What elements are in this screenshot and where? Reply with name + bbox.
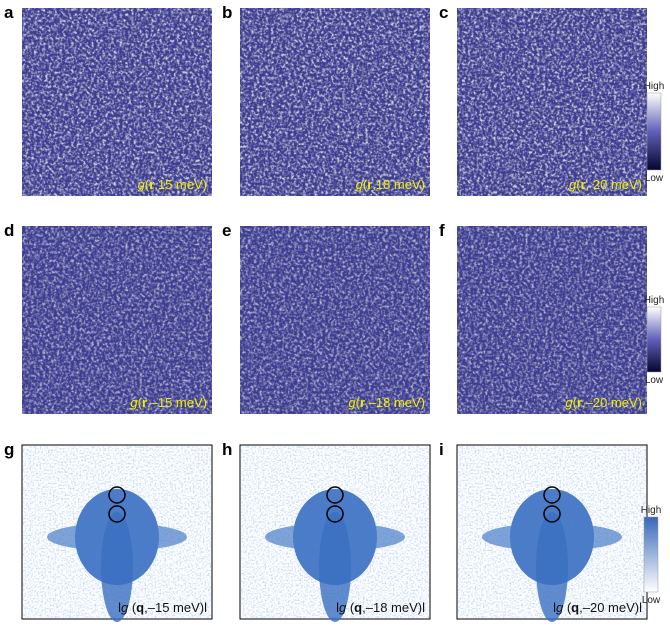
colorbar-high: High: [644, 81, 665, 92]
panel: i lg (q,–20 meV)l: [439, 440, 648, 622]
panel: f g(r,–20 meV): [439, 221, 647, 414]
caption-part: (: [356, 395, 361, 410]
panel: e g(r,–18 meV): [222, 221, 430, 414]
panel-letter: h: [222, 440, 232, 459]
panel: d g(r,–15 meV): [4, 221, 212, 414]
caption-part: r: [142, 395, 147, 410]
panel-letter: f: [439, 221, 445, 240]
caption-part: (: [363, 177, 368, 192]
panel-caption: g(r, 20 meV): [569, 177, 642, 192]
caption-part: (: [145, 177, 150, 192]
caption-part: (: [576, 177, 581, 192]
caption-part: ,15 meV): [154, 177, 207, 192]
peak-circle: [108, 505, 126, 523]
map-texture-dark: [240, 226, 430, 414]
panel-letter: c: [439, 3, 448, 22]
caption-part: r: [360, 395, 365, 410]
caption-part: (: [563, 600, 572, 615]
colorbar-low: Low: [642, 595, 661, 606]
caption-part: ,–18 meV): [365, 395, 425, 410]
panel-letter: g: [4, 440, 14, 459]
panel: h lg (q,–18 meV)l: [222, 440, 431, 622]
caption-part: , 20 meV): [586, 177, 642, 192]
map-texture-dark: [457, 8, 647, 196]
caption-part: g: [130, 395, 138, 410]
panel-caption: lg (q,–15 meV)l: [118, 600, 207, 615]
caption-part: q: [571, 600, 579, 615]
caption-part: g: [121, 600, 129, 615]
caption-part: l: [118, 600, 121, 615]
caption-part: q: [354, 600, 362, 615]
peak-circle: [326, 486, 344, 504]
fft-center: [319, 512, 351, 622]
panel-letter: e: [222, 221, 231, 240]
panel-caption: lg (q,–20 meV)l: [553, 600, 642, 615]
colorbar-low: Low: [645, 173, 664, 184]
colorbar-low: Low: [645, 375, 664, 386]
panel-caption: g(r,–18 meV): [348, 395, 425, 410]
colorbar-bar: [646, 92, 662, 171]
caption-part: (: [573, 395, 578, 410]
caption-part: r: [367, 177, 372, 192]
panel-caption: g(r,15 meV): [138, 177, 207, 192]
caption-part: r: [581, 177, 586, 192]
caption-part: g: [348, 395, 356, 410]
caption-part: (: [138, 395, 143, 410]
map-texture-dark: [22, 8, 212, 196]
caption-part: g: [138, 177, 146, 192]
colorbar-high: High: [644, 295, 665, 306]
caption-part: r: [149, 177, 154, 192]
panel: c g(r, 20 meV): [439, 3, 647, 196]
panel: glg (q,–15 meV)l: [4, 440, 213, 622]
peak-circle: [543, 505, 561, 523]
map-texture-dark: [22, 226, 212, 414]
caption-part: ,–15 meV)l: [144, 600, 207, 615]
caption-part: ,–20 meV): [582, 395, 642, 410]
panel-letter: i: [439, 440, 444, 459]
caption-part: l: [553, 600, 556, 615]
map-texture-dark: [240, 8, 430, 196]
colorbar-high: High: [641, 505, 662, 516]
caption-part: l: [336, 600, 339, 615]
caption-part: g: [356, 177, 364, 192]
colorbar: High Low: [644, 295, 665, 386]
peak-circle: [543, 486, 561, 504]
caption-part: ,–20 meV)l: [579, 600, 642, 615]
panel-caption: g(r,18 meV): [356, 177, 425, 192]
caption-part: ,18 meV): [372, 177, 425, 192]
caption-part: (: [128, 600, 137, 615]
caption-part: g: [569, 177, 577, 192]
caption-part: q: [136, 600, 144, 615]
colorbar-bar: [643, 516, 659, 593]
caption-part: ,–15 meV): [147, 395, 207, 410]
panel-letter: d: [4, 221, 14, 240]
panel-letter: b: [222, 3, 232, 22]
panel-caption: g(r,–15 meV): [130, 395, 207, 410]
caption-part: g: [565, 395, 573, 410]
colorbar: High Low: [641, 505, 662, 606]
fft-center: [101, 512, 133, 622]
panel-caption: lg (q,–18 meV)l: [336, 600, 425, 615]
caption-part: g: [339, 600, 347, 615]
colorbar: High Low: [644, 81, 665, 184]
caption-part: r: [577, 395, 582, 410]
caption-part: (: [346, 600, 355, 615]
panel-caption: g(r,–20 meV): [565, 395, 642, 410]
caption-part: ,–18 meV)l: [362, 600, 425, 615]
peak-circle: [108, 486, 126, 504]
colorbar-bar: [646, 306, 662, 373]
panel-letter: a: [4, 3, 14, 22]
panel: a g(r,15 meV): [4, 3, 212, 196]
caption-part: g: [556, 600, 564, 615]
map-texture-dark: [457, 226, 647, 414]
peak-circle: [326, 505, 344, 523]
panel: b g(r,18 meV): [222, 3, 430, 196]
fft-center: [536, 512, 568, 622]
